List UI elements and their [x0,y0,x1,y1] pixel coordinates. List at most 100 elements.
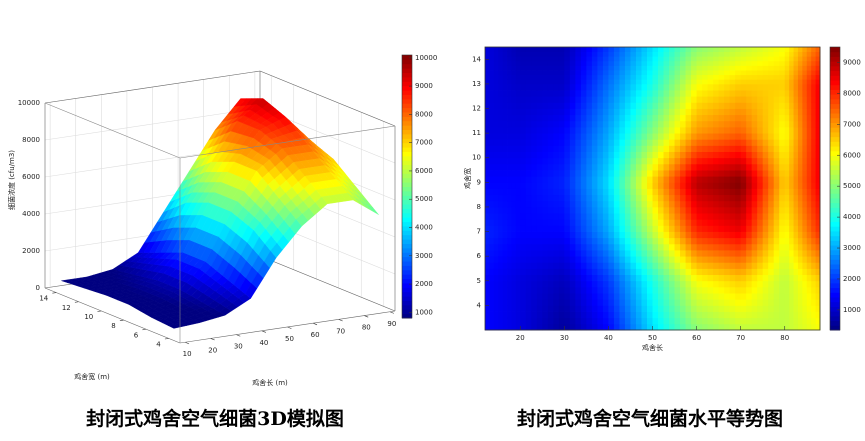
contour-cell [624,51,631,57]
contour-cell [793,243,799,251]
contour-cell [696,102,703,109]
contour-cell [489,170,495,177]
contour-cell [789,200,794,208]
contour-cell [784,213,790,220]
contour-cell [597,163,604,171]
contour-cell [762,56,769,62]
contour-cell [674,157,681,165]
contour-cell [663,311,670,319]
contour-cell [793,280,799,288]
contour-cell [619,194,626,202]
contour-cell [757,293,764,300]
contour-cell [797,79,803,85]
contour-cell [793,79,799,85]
contour-cell [751,139,758,146]
contour-cell [740,60,747,66]
contour-cell [493,317,499,325]
contour-cell [815,225,821,232]
contour-cell [691,108,697,116]
contour-cell [762,317,769,325]
contour-cell [652,170,659,177]
contour-cell [602,274,609,282]
contour-cell [630,170,637,177]
contour-cell [498,188,504,196]
contour-cell [597,79,604,85]
contour-cell [802,280,808,288]
contour-cell [511,74,517,80]
contour-cell [740,176,747,183]
contour-cell [542,65,549,71]
contour-cell [569,200,576,208]
contour-cell [542,102,549,109]
colorbar-segment [830,221,840,227]
contour-cell [658,133,664,140]
contour-cell [493,286,499,294]
contour-cell [507,65,512,71]
contour-cell [630,299,637,306]
colorbar-segment [830,51,840,57]
contour-cell [531,219,538,226]
contour-cell [641,133,648,140]
contour-cell [580,47,587,53]
contour-cell [797,219,803,226]
contour-cell [613,163,620,171]
contour-cell [564,293,571,300]
contour-cell [536,219,543,226]
contour-cell [718,157,725,165]
contour-cell [663,293,670,300]
contour-cell [564,213,571,220]
y-tick-label: 10 [84,313,93,321]
contour-cell [685,74,692,80]
contour-cell [702,176,708,183]
contour-cell [751,231,758,239]
contour-cell [797,70,803,76]
contour-cell [498,102,504,109]
contour-cell [751,311,758,319]
contour-cell [793,317,799,325]
contour-cell [724,108,731,116]
contour-cell [602,108,609,116]
contour-cell [768,323,775,331]
contour-cell [489,145,495,152]
contour-cell [735,280,742,288]
contour-cell [635,225,642,232]
contour-cell [536,243,543,251]
contour-cell [630,79,637,85]
contour-cell [663,256,670,263]
contour-cell [729,219,736,226]
contour-cell [564,133,571,140]
contour-cell [757,126,764,134]
contour-cell [641,170,648,177]
contour-cell [652,182,659,189]
contour-cell [646,133,653,140]
colorbar-segment [402,199,412,205]
contour-cell [624,286,631,294]
contour-cell [602,206,609,214]
contour-cell [658,70,664,76]
contour-cell [793,299,799,306]
contour-cell [520,182,527,189]
contour-cell [569,305,576,312]
contour-cell [789,250,794,257]
contour-cell [619,231,626,239]
x-tick [287,326,292,329]
contour-cell [498,305,504,312]
contour-cell [811,225,816,232]
contour-cell [525,194,532,202]
contour-cell [691,299,697,306]
contour-cell [511,200,517,208]
contour-cell [735,237,742,245]
contour-cell [669,139,675,146]
contour-cell [624,108,631,116]
contour-cell [652,243,659,251]
contour-cell [536,305,543,312]
contour-cell [740,96,747,103]
contour-cell [580,293,587,300]
contour-cell [696,47,703,53]
contour-cell [635,293,642,300]
contour-cell [724,65,731,71]
contour-cell [784,225,790,232]
contour-cell [498,293,504,300]
contour-cell [507,96,512,103]
contour-cell [669,151,675,159]
